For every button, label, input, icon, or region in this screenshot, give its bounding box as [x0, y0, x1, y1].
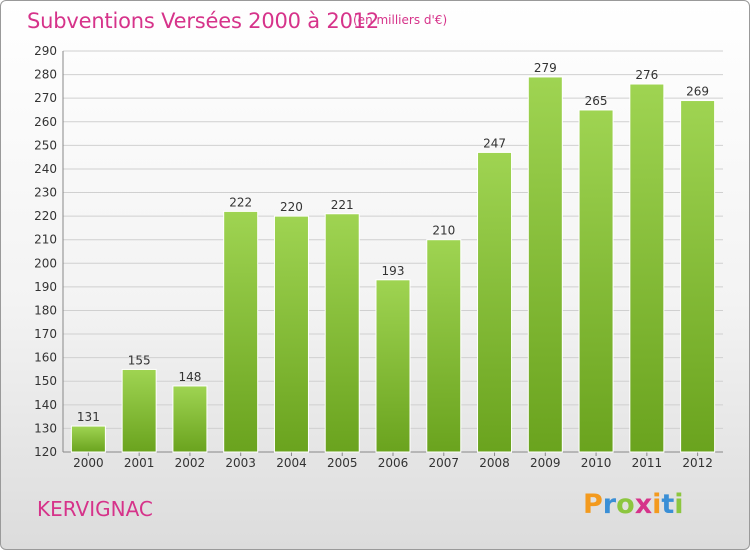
y-tick-label: 180	[34, 303, 57, 317]
value-label: 131	[77, 410, 100, 424]
bar	[680, 100, 716, 453]
bar	[527, 76, 563, 453]
x-tick-label: 2008	[479, 456, 510, 470]
chart-title: Subventions Versées 2000 à 2012	[27, 9, 380, 33]
value-label: 247	[483, 136, 506, 150]
logo-letter: i	[674, 489, 684, 520]
value-label: 222	[229, 195, 252, 209]
y-tick-label: 190	[34, 280, 57, 294]
value-label: 269	[686, 85, 709, 99]
x-tick-label: 2011	[632, 456, 663, 470]
y-tick-label: 200	[34, 256, 57, 270]
y-tick-label: 230	[34, 186, 57, 200]
y-tick-label: 270	[34, 91, 57, 105]
value-label: 148	[178, 370, 201, 384]
x-tick-label: 2010	[581, 456, 612, 470]
x-tick-label: 2002	[175, 456, 206, 470]
bar	[223, 210, 259, 453]
logo-letter: r	[602, 489, 617, 520]
bar	[375, 279, 411, 453]
logo-letter: t	[661, 489, 675, 520]
bars	[70, 76, 716, 453]
bar	[172, 385, 208, 453]
bar	[324, 213, 360, 453]
y-tick-label: 120	[34, 445, 57, 459]
x-tick-label: 2001	[124, 456, 155, 470]
value-label: 276	[635, 68, 658, 82]
bar	[273, 215, 309, 453]
y-tick-label: 250	[34, 138, 57, 152]
bar	[121, 368, 157, 453]
y-tick-label: 290	[34, 44, 57, 58]
value-label: 221	[331, 198, 354, 212]
y-tick-label: 260	[34, 115, 57, 129]
bar	[70, 425, 106, 453]
bar	[426, 239, 462, 453]
value-labels: 131 155 148 222 220 221 193 210 247 279 265 276 269	[77, 61, 709, 424]
x-tick-label: 2009	[530, 456, 561, 470]
bar	[629, 83, 665, 453]
value-label: 265	[585, 94, 608, 108]
y-tick-label: 280	[34, 68, 57, 82]
x-tick-label: 2007	[428, 456, 459, 470]
axes: 120 130 140 150 160 170 180 190 200 210 220 230 240 2…	[34, 44, 723, 470]
y-tick-label: 160	[34, 351, 57, 365]
value-label: 279	[534, 61, 557, 75]
logo-letter: i	[652, 489, 662, 520]
x-tick-label: 2006	[378, 456, 409, 470]
location-label: KERVIGNAC	[37, 497, 153, 521]
bar	[477, 151, 513, 453]
y-tick-label: 170	[34, 327, 57, 341]
value-label: 220	[280, 200, 303, 214]
value-label: 193	[382, 264, 405, 278]
proxiti-logo: Proxiti	[583, 489, 684, 520]
x-tick-label: 2005	[327, 456, 358, 470]
y-tick-label: 130	[34, 421, 57, 435]
x-tick-label: 2004	[276, 456, 307, 470]
chart-unit: (en milliers d'€)	[353, 13, 448, 27]
x-tick-label: 2003	[225, 456, 256, 470]
logo-letter: P	[583, 489, 603, 520]
bar	[578, 109, 614, 453]
y-tick-label: 220	[34, 209, 57, 223]
y-tick-label: 150	[34, 374, 57, 388]
y-tick-label: 140	[34, 398, 57, 412]
value-label: 210	[432, 224, 455, 238]
x-tick-label: 2012	[682, 456, 713, 470]
x-tick-label: 2000	[73, 456, 104, 470]
y-tick-label: 210	[34, 233, 57, 247]
logo-letter: o	[616, 489, 635, 520]
y-tick-label: 240	[34, 162, 57, 176]
value-label: 155	[128, 353, 151, 367]
logo-letter: x	[634, 489, 653, 520]
